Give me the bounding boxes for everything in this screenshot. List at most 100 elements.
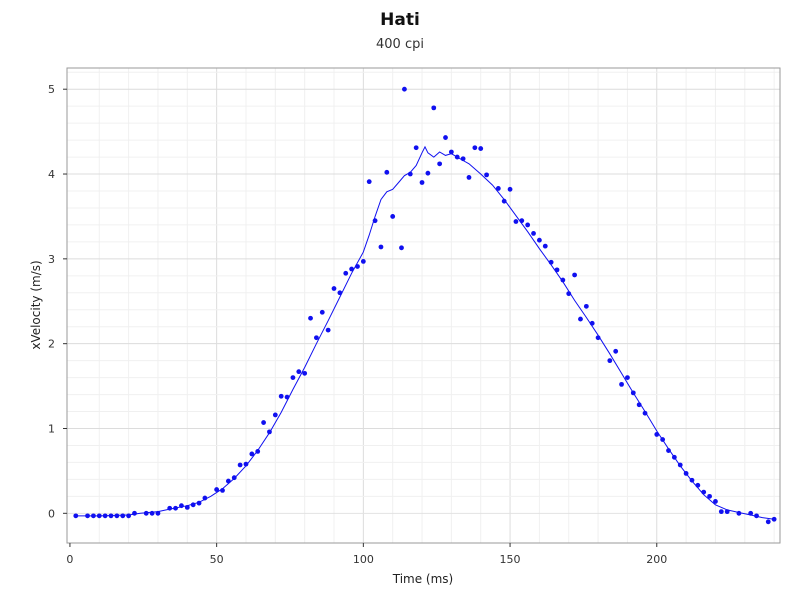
y-tick-label: 3 (48, 253, 55, 266)
data-point (519, 218, 525, 224)
data-point (407, 171, 413, 177)
data-point (542, 243, 548, 249)
data-point (478, 146, 484, 151)
grid-layer (67, 68, 780, 543)
data-point (267, 429, 272, 435)
data-point (595, 335, 601, 341)
data-point (718, 509, 724, 515)
data-point (290, 375, 296, 380)
data-point (736, 510, 742, 516)
data-point (143, 510, 149, 516)
chart-title: Hati (380, 10, 420, 30)
plot-area-frame (66, 67, 781, 544)
data-point (472, 145, 478, 151)
data-point (437, 161, 443, 167)
y-tick-label: 0 (48, 507, 55, 520)
data-point (108, 513, 114, 519)
y-axis-label: xVelocity (m/s) (29, 260, 43, 349)
data-point (278, 393, 284, 399)
x-tick-label: 0 (66, 553, 73, 566)
data-point (771, 516, 777, 522)
data-point (607, 358, 613, 364)
data-point (202, 495, 208, 501)
data-point (413, 145, 419, 151)
data-point (296, 369, 302, 375)
data-point (91, 513, 96, 519)
data-point (360, 258, 366, 264)
data-point (149, 510, 155, 516)
data-point (642, 410, 648, 416)
x-tick-label: 200 (646, 553, 667, 566)
data-point (619, 381, 624, 387)
data-point (677, 462, 683, 468)
fit-line (75, 145, 775, 520)
data-point (184, 504, 190, 510)
data-point (448, 149, 454, 155)
data-point (85, 513, 90, 519)
x-tick-label: 100 (353, 553, 374, 566)
data-point (167, 505, 173, 511)
data-point (425, 170, 431, 176)
data-point (231, 475, 237, 481)
data-point (460, 156, 466, 162)
data-point (636, 402, 642, 408)
data-point (666, 448, 671, 453)
data-point (484, 172, 489, 178)
data-point (249, 451, 255, 457)
data-point (302, 370, 308, 376)
data-point (548, 259, 554, 265)
x-tick-label: 150 (500, 553, 521, 566)
data-point (366, 179, 372, 185)
data-point (613, 348, 619, 354)
data-point (419, 180, 425, 185)
data-point (120, 513, 126, 519)
data-point (765, 519, 771, 525)
data-point (507, 186, 513, 192)
data-point (525, 222, 531, 228)
data-point (173, 505, 178, 511)
data-point (337, 290, 343, 296)
data-points-layer (73, 86, 777, 525)
data-point (671, 454, 677, 460)
data-point (390, 214, 396, 219)
data-point (495, 186, 501, 191)
data-point (255, 448, 261, 454)
y-tick-label: 1 (48, 422, 55, 435)
data-point (501, 198, 507, 204)
data-point (630, 390, 636, 396)
data-point (325, 327, 331, 333)
x-tick-label: 50 (210, 553, 224, 566)
data-point (754, 513, 759, 519)
data-point (531, 231, 536, 236)
data-point (402, 86, 407, 92)
data-point (378, 244, 384, 250)
data-point (554, 267, 560, 273)
data-point (701, 489, 707, 495)
y-tick-label: 2 (48, 338, 55, 351)
data-point (214, 487, 220, 492)
data-point (272, 412, 278, 418)
data-point (284, 394, 290, 400)
data-point (454, 154, 460, 160)
axis-ticks: 0 50 100 150 200 0 1 2 3 4 5 (48, 83, 667, 566)
data-point (355, 264, 360, 269)
data-point (536, 237, 542, 243)
data-point (695, 482, 701, 488)
fit-line-layer (75, 145, 775, 520)
data-point (572, 272, 578, 278)
data-point (220, 488, 225, 493)
data-point (331, 286, 337, 291)
data-point (349, 266, 355, 272)
data-point (654, 432, 660, 437)
data-point (431, 105, 437, 111)
data-point (713, 499, 718, 504)
data-point (73, 513, 79, 519)
data-point (566, 291, 572, 297)
data-point (132, 510, 137, 516)
data-point (102, 513, 108, 519)
data-point (237, 462, 243, 468)
data-point (560, 277, 566, 283)
data-point (683, 471, 689, 476)
